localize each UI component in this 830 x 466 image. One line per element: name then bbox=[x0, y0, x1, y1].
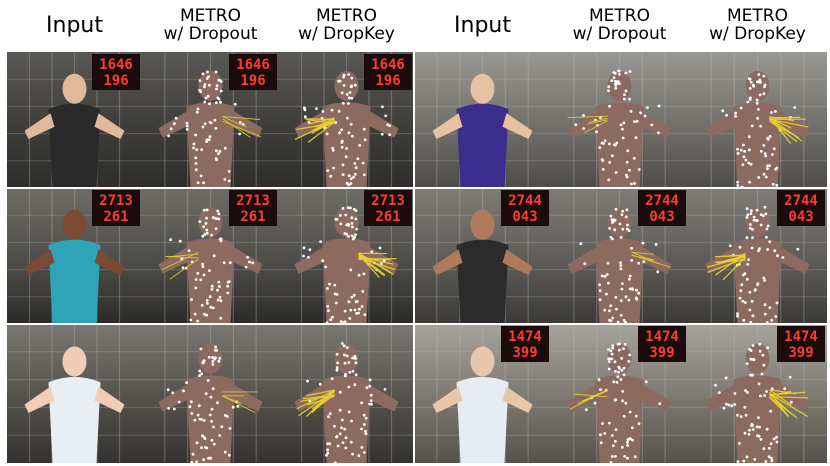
svg-text:399: 399 bbox=[649, 345, 674, 361]
body-mesh bbox=[705, 342, 810, 463]
row-separator bbox=[7, 323, 827, 325]
svg-text:261: 261 bbox=[375, 209, 400, 225]
col-label-line2: w/ DropKey bbox=[298, 24, 395, 44]
person bbox=[24, 209, 125, 324]
svg-text:043: 043 bbox=[512, 209, 537, 225]
figure-cell-r3-right-dropkey: 1474 399 bbox=[688, 324, 827, 463]
svg-text:2744: 2744 bbox=[645, 193, 679, 209]
body-mesh bbox=[567, 342, 672, 463]
svg-text:043: 043 bbox=[649, 209, 674, 225]
figure-cell-r1-right-dropout bbox=[551, 52, 688, 188]
svg-text:043: 043 bbox=[788, 209, 813, 225]
col-label-line2: w/ Dropout bbox=[163, 24, 258, 44]
body-mesh bbox=[158, 343, 263, 463]
figure-cell-r2-left-dropout: 2713 261 bbox=[142, 188, 279, 324]
body-mesh bbox=[567, 207, 672, 324]
col-label-dropout-left: METRO w/ Dropout bbox=[142, 0, 279, 52]
svg-text:196: 196 bbox=[240, 73, 265, 89]
figure-cell-r1-left-dropout: 1646 196 bbox=[142, 52, 279, 188]
figure-cell-r3-right-input: 1474 399 bbox=[414, 324, 551, 463]
svg-text:2713: 2713 bbox=[371, 193, 405, 209]
col-label-line1: METRO bbox=[180, 6, 241, 27]
col-label-input-left: Input bbox=[46, 13, 103, 39]
svg-text:1474: 1474 bbox=[508, 329, 542, 345]
person bbox=[24, 346, 125, 463]
figure-cell-r1-right-input bbox=[414, 52, 551, 188]
figure-cell-r1-left-input: 1646 196 bbox=[7, 52, 142, 188]
svg-text:399: 399 bbox=[512, 345, 537, 361]
person bbox=[24, 73, 125, 188]
col-label-dropout-right: METRO w/ Dropout bbox=[551, 0, 688, 52]
svg-text:1646: 1646 bbox=[371, 57, 405, 73]
body-mesh bbox=[705, 205, 810, 324]
figure-header: Input METRO w/ Dropout METRO w/ DropKey … bbox=[0, 0, 830, 52]
svg-text:399: 399 bbox=[788, 345, 813, 361]
body-mesh bbox=[294, 71, 399, 188]
svg-text:2744: 2744 bbox=[508, 193, 542, 209]
svg-text:1646: 1646 bbox=[236, 57, 270, 73]
figure-cell-r3-left-input bbox=[7, 324, 142, 463]
body-mesh bbox=[294, 342, 399, 463]
body-mesh bbox=[705, 71, 810, 188]
person bbox=[432, 209, 533, 324]
col-label-dropkey-right: METRO w/ DropKey bbox=[688, 0, 827, 52]
svg-text:2713: 2713 bbox=[236, 193, 270, 209]
svg-text:261: 261 bbox=[103, 209, 128, 225]
col-label-line1: METRO bbox=[727, 6, 788, 27]
figure-cell-r2-right-dropkey: 2744 043 bbox=[688, 188, 827, 324]
person bbox=[432, 346, 533, 463]
col-label-line1: METRO bbox=[589, 6, 650, 27]
col-label-input-right: Input bbox=[454, 13, 511, 39]
svg-text:1646: 1646 bbox=[99, 57, 133, 73]
svg-text:196: 196 bbox=[375, 73, 400, 89]
column-separator bbox=[413, 52, 415, 463]
svg-text:2744: 2744 bbox=[784, 193, 818, 209]
figure-cell-r3-right-dropout: 1474 399 bbox=[551, 324, 688, 463]
figure-cell-r2-left-input: 2713 261 bbox=[7, 188, 142, 324]
figure-cell-r1-left-dropkey: 1646 196 bbox=[279, 52, 414, 188]
body-mesh bbox=[158, 207, 263, 324]
figure-cell-r2-left-dropkey: 2713 261 bbox=[279, 188, 414, 324]
image-grid: 1646 196 1646 196 1646 196 2713 261 2713 261 2713 2… bbox=[7, 52, 827, 463]
figure-cell-r3-left-dropkey bbox=[279, 324, 414, 463]
row-separator bbox=[7, 187, 827, 189]
body-mesh bbox=[294, 206, 399, 324]
figure-cell-r2-right-dropout: 2744 043 bbox=[551, 188, 688, 324]
svg-text:1474: 1474 bbox=[784, 329, 818, 345]
col-label-line2: w/ DropKey bbox=[709, 24, 806, 44]
col-label-line2: w/ Dropout bbox=[572, 24, 667, 44]
person bbox=[432, 73, 533, 188]
figure-cell-r1-right-dropkey bbox=[688, 52, 827, 188]
svg-text:2713: 2713 bbox=[99, 193, 133, 209]
svg-text:196: 196 bbox=[103, 73, 128, 89]
figure-cell-r2-right-input: 2744 043 bbox=[414, 188, 551, 324]
body-mesh bbox=[158, 70, 263, 188]
col-label-line1: METRO bbox=[316, 6, 377, 27]
figure-cell-r3-left-dropout bbox=[142, 324, 279, 463]
col-label-dropkey-left: METRO w/ DropKey bbox=[279, 0, 414, 52]
svg-text:261: 261 bbox=[240, 209, 265, 225]
body-mesh bbox=[567, 69, 672, 188]
svg-text:1474: 1474 bbox=[645, 329, 679, 345]
